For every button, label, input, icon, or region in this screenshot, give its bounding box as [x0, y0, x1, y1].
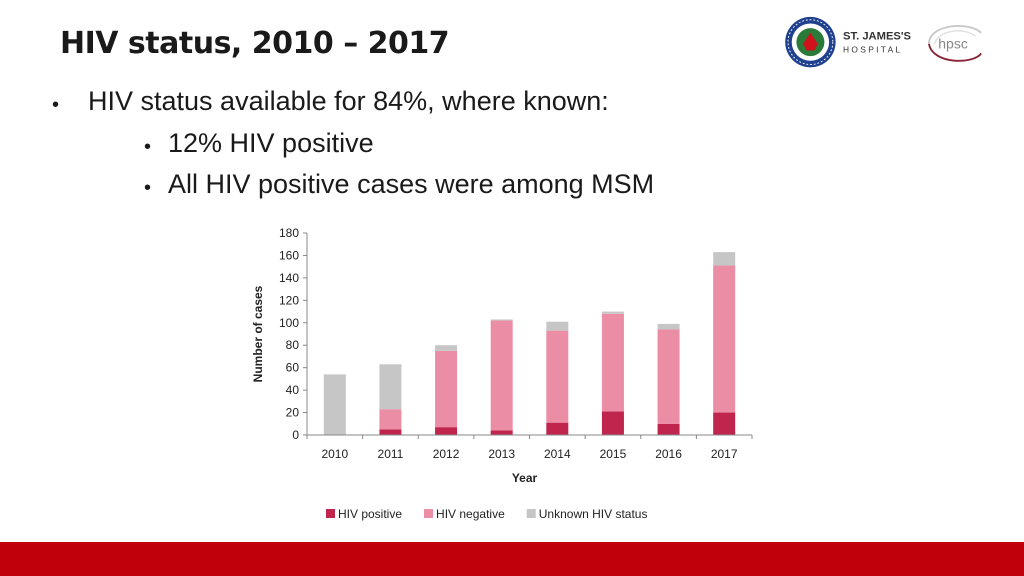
legend-label: HIV positive [338, 507, 402, 521]
x-tick-label: 2015 [600, 447, 627, 461]
y-tick-label: 40 [286, 383, 300, 397]
legend-swatch [326, 509, 335, 518]
y-tick-label: 20 [286, 406, 300, 420]
bar-hiv-positive-2017 [713, 412, 736, 435]
y-tick-label: 80 [286, 338, 300, 352]
hpsc-logo-icon: hpsc [928, 25, 982, 62]
bar-hiv-negative-2017 [713, 265, 736, 413]
legend-label: HIV negative [436, 507, 505, 521]
bar-hiv-negative-2012 [435, 350, 458, 428]
bar-unknown-hiv-status-2010 [323, 374, 346, 435]
x-tick-label: 2014 [544, 447, 571, 461]
slide-title: HIV status, 2010 – 2017 [60, 26, 450, 61]
x-tick-label: 2013 [488, 447, 515, 461]
bar-hiv-negative-2016 [657, 329, 680, 424]
y-axis-label: Number of cases [251, 285, 265, 382]
legend-label: Unknown HIV status [539, 507, 648, 521]
legend-swatch [526, 509, 536, 518]
bar-unknown-hiv-status-2011 [379, 364, 402, 410]
bar-unknown-hiv-status-2016 [657, 323, 680, 330]
hospital-name-line2: HOSPITAL [843, 44, 902, 54]
bullet-sub-1-text: 12% HIV positive [168, 128, 374, 158]
bullet-glyph: • [144, 177, 152, 199]
y-tick-label: 160 [279, 248, 299, 262]
hospital-name-line1: ST. JAMES'S [843, 30, 911, 42]
hpsc-text: hpsc [938, 36, 968, 52]
x-axis-label: Year [512, 471, 538, 485]
x-tick-label: 2017 [711, 447, 738, 461]
bar-hiv-positive-2014 [546, 422, 569, 435]
bar-hiv-positive-2015 [601, 411, 624, 435]
bar-hiv-negative-2011 [379, 409, 402, 430]
bar-unknown-hiv-status-2013 [490, 319, 513, 321]
bullet-sub-2-text: All HIV positive cases were among MSM [168, 169, 655, 199]
y-tick-label: 0 [292, 428, 299, 442]
bullet-glyph: • [52, 94, 60, 116]
bar-unknown-hiv-status-2017 [713, 252, 736, 266]
y-tick-label: 140 [279, 271, 299, 285]
bar-unknown-hiv-status-2012 [435, 345, 458, 351]
y-tick-label: 60 [286, 361, 300, 375]
x-tick-label: 2011 [378, 447, 404, 461]
legend-swatch [424, 509, 434, 518]
bar-hiv-positive-2011 [379, 429, 402, 435]
bar-unknown-hiv-status-2015 [601, 311, 624, 314]
y-tick-label: 120 [279, 293, 299, 307]
x-tick-label: 2012 [433, 447, 460, 461]
bar-hiv-positive-2016 [657, 423, 680, 435]
bar-unknown-hiv-status-2014 [546, 321, 569, 331]
bullet-glyph: • [144, 136, 152, 158]
y-tick-label: 180 [279, 226, 299, 240]
logo-group: ST. JAMES'S HOSPITAL hpsc [785, 16, 982, 68]
x-tick-label: 2010 [321, 447, 348, 461]
hospital-seal-icon [785, 16, 836, 68]
y-tick-label: 100 [279, 316, 299, 330]
hiv-status-chart: 0 20 40 60 80 100 120 140 160 180 2010 2011 2012 2013… [251, 226, 753, 521]
bar-hiv-positive-2013 [490, 430, 513, 435]
footer-accent-bar [0, 542, 1024, 576]
bar-hiv-positive-2012 [435, 427, 458, 435]
chart-legend: HIV positive HIV negative Unknown HIV stat… [326, 507, 647, 521]
bullet-main-text: HIV status available for 84%, where know… [88, 86, 609, 116]
bar-hiv-negative-2014 [546, 330, 569, 423]
x-tick-label: 2016 [655, 447, 682, 461]
bar-hiv-negative-2015 [601, 313, 624, 412]
bar-hiv-negative-2013 [490, 320, 513, 431]
